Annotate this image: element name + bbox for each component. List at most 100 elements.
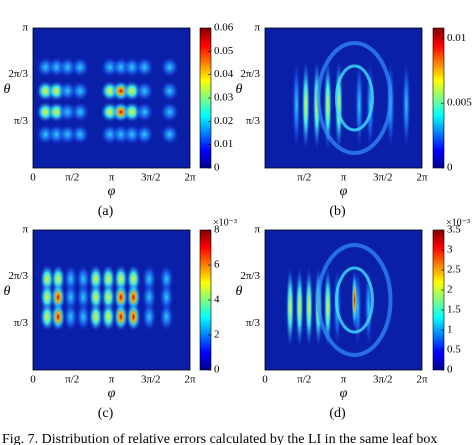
y-tick-label: π/3	[246, 115, 261, 127]
heatmap-blob	[40, 283, 55, 312]
heatmap-blob	[71, 102, 90, 122]
panel-caption: (c)	[98, 406, 114, 421]
heatmap-blob	[76, 283, 91, 312]
colorbar-tick-label: 0.02	[214, 115, 233, 127]
colorbar-tick-label: 2	[447, 284, 453, 296]
heatmap-blob	[88, 302, 103, 331]
heatmap-blob	[292, 60, 301, 150]
heatmap-blob	[63, 283, 78, 312]
heatmap-blob	[135, 57, 154, 78]
heatmap-blob	[351, 270, 358, 330]
heatmap-blob	[142, 283, 157, 312]
y-tick-label: π	[254, 22, 260, 34]
heatmap-blob	[58, 102, 77, 122]
colorbar-multiplier: ×10⁻³	[446, 217, 470, 228]
colorbar-tick-label: 0	[214, 364, 220, 376]
heatmap-blob	[76, 302, 91, 331]
y-tick-label: 2π/3	[240, 270, 260, 282]
heatmap-blob	[159, 302, 174, 331]
heatmap-blob	[402, 60, 411, 150]
x-tick-label: π	[341, 172, 347, 184]
heatmap-ring	[334, 266, 374, 334]
heatmap-ring	[334, 64, 374, 132]
x-tick-label: π	[341, 374, 347, 386]
colorbar-tick-label: 0.06	[214, 22, 234, 34]
heatmap-blob	[58, 81, 77, 101]
x-tick-label: 2π	[416, 374, 428, 386]
x-tick-label: 3π/2	[141, 374, 161, 386]
colorbar-tick-label: 1.5	[447, 304, 461, 316]
y-axis-label: θ	[236, 284, 243, 299]
heatmap-blob	[122, 124, 141, 145]
x-tick-label: π	[109, 374, 115, 386]
colorbar-tick-label: 6	[214, 259, 220, 271]
x-axis-label: φ	[340, 386, 348, 401]
colorbar	[432, 229, 445, 371]
colorbar-tick-label: 0.5	[447, 344, 461, 356]
heatmap-blob	[101, 283, 116, 312]
heatmap-blob	[51, 302, 66, 331]
x-axis-label: φ	[108, 184, 116, 199]
heatmap-blob	[160, 102, 179, 122]
colorbar-tick-label: 4	[214, 294, 220, 306]
x-tick-label: 2π	[184, 374, 196, 386]
heatmap-blob	[58, 57, 77, 78]
x-tick-label: 2π	[416, 172, 428, 184]
x-tick-label: π	[109, 172, 115, 184]
colorbar-tick-label: 0.04	[214, 68, 234, 80]
heatmap-blob	[126, 283, 141, 312]
heatmap-blob	[101, 302, 116, 331]
heatmap-blob	[58, 124, 77, 145]
colorbar-tick-label: 2	[214, 329, 220, 341]
heatmap-blob	[160, 57, 179, 78]
x-tick-label: 3π/2	[373, 374, 393, 386]
y-tick-label: π	[254, 224, 260, 236]
heatmap-blob	[51, 283, 66, 312]
heatmap-blob	[286, 267, 295, 347]
plot-frame	[32, 27, 191, 169]
panel-caption: (d)	[329, 406, 346, 421]
x-tick-label: 3π/2	[373, 172, 393, 184]
heatmap-blob	[135, 124, 154, 145]
heatmap-blob	[71, 81, 90, 101]
heatmap-blob	[323, 267, 332, 347]
y-axis-label: θ	[4, 82, 11, 97]
y-tick-label: π	[22, 22, 28, 34]
heatmap-blob	[88, 283, 103, 312]
y-tick-label: π/3	[14, 115, 29, 127]
colorbar-tick-label: 0	[447, 364, 453, 376]
y-tick-label: 2π/3	[8, 270, 28, 282]
heatmap-blob	[159, 283, 174, 312]
colorbar	[432, 27, 445, 169]
heatmap-blob	[71, 124, 90, 145]
x-tick-label: π/2	[65, 374, 79, 386]
y-tick-label: 2π/3	[240, 68, 260, 80]
colorbar-tick-label: 0	[447, 162, 453, 174]
x-tick-label: π/2	[297, 172, 311, 184]
heatmap-blob	[71, 57, 90, 78]
panel-caption: (b)	[329, 204, 346, 219]
heatmap-blob	[122, 102, 141, 122]
heatmap-blob	[113, 283, 128, 312]
y-tick-label: π	[22, 224, 28, 236]
figure-caption: Fig. 7. Distribution of relative errors …	[2, 432, 437, 445]
y-axis-label: θ	[4, 284, 11, 299]
heatmap-blob	[63, 302, 78, 331]
plot-frame	[264, 229, 423, 371]
colorbar-tick-label: 0	[214, 162, 220, 174]
y-tick-label: π/3	[14, 317, 29, 329]
panel-caption: (a)	[98, 204, 114, 219]
x-tick-label: 0	[262, 374, 268, 386]
y-axis-label: θ	[236, 82, 243, 97]
heatmap-blob	[304, 267, 313, 347]
heatmap-blob	[113, 302, 128, 331]
heatmap-blob	[366, 60, 375, 150]
x-tick-label: π/2	[65, 172, 79, 184]
heatmap-blob	[142, 302, 157, 331]
x-tick-label: 0	[30, 172, 36, 184]
y-tick-label: 2π/3	[8, 68, 28, 80]
heatmap-blob	[160, 124, 179, 145]
x-tick-label: 2π	[184, 172, 196, 184]
